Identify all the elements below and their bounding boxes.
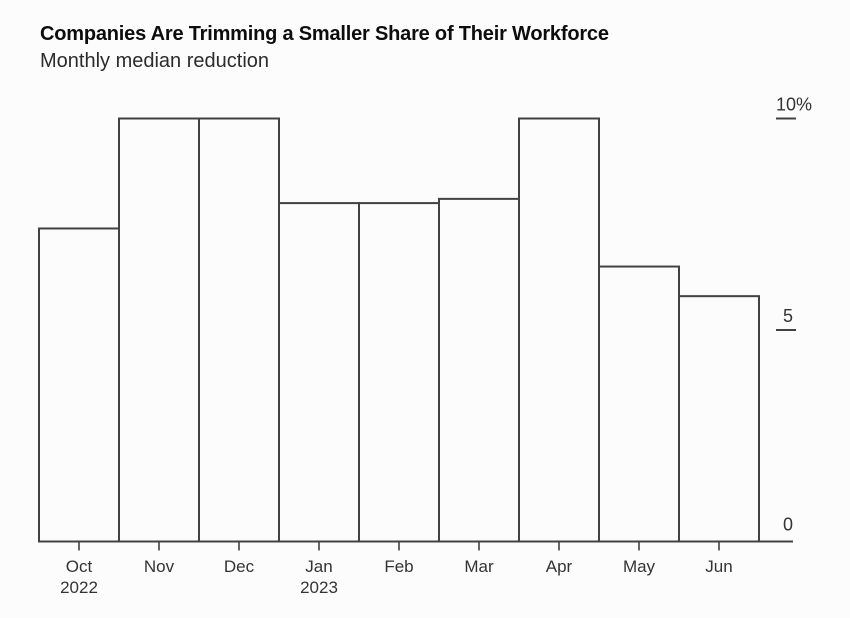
x-tick-label: Nov — [144, 557, 175, 576]
y-tick-label: 5 — [783, 306, 793, 326]
y-tick-label: 0 — [783, 515, 793, 535]
x-tick-label: May — [623, 557, 656, 576]
x-tick-label: Jan — [305, 557, 332, 576]
bar-feb — [358, 202, 440, 543]
y-tick-label: 10% — [776, 95, 812, 115]
x-tick-label: Apr — [546, 557, 573, 576]
bar-nov — [118, 117, 200, 543]
bar-apr — [518, 117, 600, 543]
x-tick-label: Oct — [66, 557, 93, 576]
bar-dec — [198, 117, 280, 543]
x-tick-label: Dec — [224, 557, 255, 576]
chart-header: Companies Are Trimming a Smaller Share o… — [40, 22, 810, 73]
bar-mar — [438, 197, 520, 543]
bar-jan — [278, 202, 360, 543]
x-tick-label: Feb — [384, 557, 413, 576]
x-tick-label: Jun — [705, 557, 732, 576]
x-year-label: 2023 — [300, 578, 338, 597]
x-tick-label: Mar — [464, 557, 494, 576]
chart-title: Companies Are Trimming a Smaller Share o… — [40, 23, 609, 45]
x-year-label: 2022 — [60, 578, 98, 597]
bar-jun — [678, 295, 760, 543]
bar-may — [598, 265, 680, 543]
chart-subtitle: Monthly median reduction — [40, 50, 270, 72]
bar-oct — [38, 227, 120, 543]
